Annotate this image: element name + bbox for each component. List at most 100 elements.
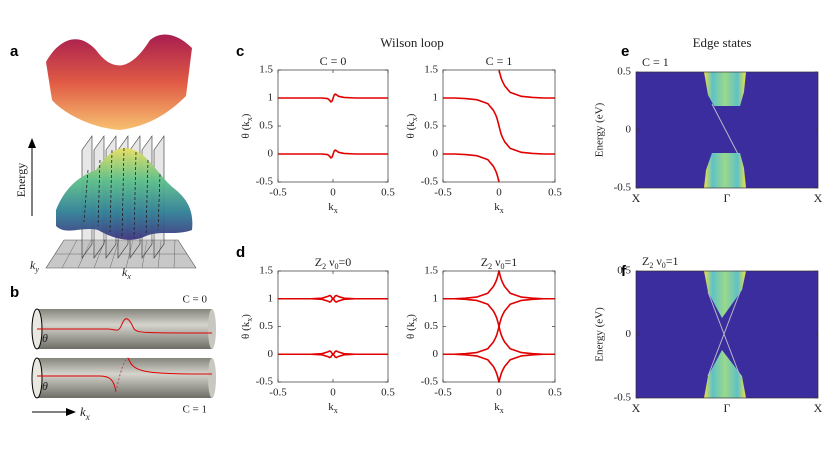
y-tick-label: 1.5 xyxy=(259,64,273,76)
x-tick-label: -0.5 xyxy=(434,387,452,399)
label-part: x xyxy=(85,412,90,422)
y-tick-label: 1.5 xyxy=(259,265,273,277)
label-part: y xyxy=(34,265,39,274)
plot-frame xyxy=(277,69,389,183)
label-part: Z xyxy=(642,254,649,268)
y-tick-label: -0.5 xyxy=(256,376,274,388)
label-part: k xyxy=(494,401,500,413)
chart-title: C = 0 xyxy=(320,54,347,68)
y-tick-label: 1 xyxy=(433,292,439,304)
x-tick-label: Γ xyxy=(724,401,731,415)
edge-state-map xyxy=(636,72,818,188)
y-tick-label: -0.5 xyxy=(256,176,274,188)
label-part: k xyxy=(80,404,86,419)
y-axis-label: θ (kx) xyxy=(405,314,420,339)
label-part: Z xyxy=(315,255,322,269)
x-tick-label: 0.5 xyxy=(381,387,395,399)
theta-label: θ xyxy=(42,331,48,345)
label-part: C = 0 xyxy=(320,54,347,68)
label-part: Z xyxy=(481,255,488,269)
label-part: θ (k xyxy=(405,321,417,339)
chart-title: Z2 ν0=1 xyxy=(481,255,518,272)
plot-frame xyxy=(277,270,389,383)
y-axis-label: θ (kx) xyxy=(405,113,420,138)
x-tick-label: 0.5 xyxy=(548,187,562,199)
y-tick-label: 0 xyxy=(268,148,274,160)
label-part: C = 1 xyxy=(486,54,513,68)
panel-label: e xyxy=(621,43,629,60)
y-tick-label: 1 xyxy=(433,92,439,104)
label-part: C = 1 xyxy=(642,55,669,69)
plot-frame xyxy=(635,270,819,399)
y-tick-label: 0 xyxy=(433,348,439,360)
panel-label: c xyxy=(236,43,244,60)
plot-frame xyxy=(635,71,819,189)
panel-label: b xyxy=(10,284,19,301)
label-part: k xyxy=(328,401,334,413)
series-line xyxy=(443,270,555,300)
axis-label: kx xyxy=(80,404,90,422)
x-axis-label: kx xyxy=(328,401,338,416)
label-part: x xyxy=(245,318,254,322)
label-part: x xyxy=(126,272,131,281)
label-part: 2 xyxy=(488,262,492,271)
plot-frame xyxy=(442,270,556,383)
label-part: ) xyxy=(405,314,417,318)
cylinder-label: C = 1 xyxy=(182,404,207,416)
x-axis-label: kx xyxy=(328,201,338,216)
x-tick-label: 0.5 xyxy=(381,187,395,199)
label-part: ν xyxy=(653,254,662,268)
y-tick-label: -0.5 xyxy=(614,392,632,404)
y-tick-label: -0.5 xyxy=(614,182,632,194)
y-axis-label: θ (kx) xyxy=(240,113,255,138)
label-part: ν xyxy=(492,255,501,269)
axis-label: Energy xyxy=(14,163,28,197)
panel-label: d xyxy=(236,244,245,261)
label-part: x xyxy=(500,206,504,215)
series-line xyxy=(278,353,388,359)
x-tick-label: 0 xyxy=(496,187,502,199)
label-part: 0 xyxy=(662,261,666,270)
label-part: k xyxy=(328,201,334,213)
y-tick-label: 0.5 xyxy=(424,320,438,332)
cylinder-label: C = 0 xyxy=(182,294,207,306)
panel-a-art: Energy ky kx xyxy=(14,34,197,282)
label-part: k xyxy=(30,258,36,272)
chart-title: C = 1 xyxy=(642,55,669,69)
plot-frame xyxy=(442,69,556,183)
panel-label: a xyxy=(10,43,19,60)
series-line xyxy=(498,69,555,99)
y-tick-label: 1.5 xyxy=(424,265,438,277)
edge-state-map xyxy=(636,271,818,398)
series-line xyxy=(443,353,555,383)
label-part: =0 xyxy=(339,255,352,269)
label-part: ν xyxy=(326,255,335,269)
y-tick-label: 0.5 xyxy=(259,320,273,332)
axis-label: kx xyxy=(122,265,131,282)
y-tick-label: 0.5 xyxy=(617,66,631,78)
label-part: 0 xyxy=(335,262,339,271)
x-tick-label: -0.5 xyxy=(269,387,287,399)
label-part: 2 xyxy=(322,262,326,271)
y-tick-label: -0.5 xyxy=(421,376,439,388)
x-tick-label: X xyxy=(632,191,641,205)
y-tick-label: 0.5 xyxy=(617,265,631,277)
series-line xyxy=(443,97,555,155)
panel-label: f xyxy=(621,263,627,280)
axis-label: ky xyxy=(30,258,39,275)
y-tick-label: 1 xyxy=(268,92,274,104)
group-title: Edge states xyxy=(693,35,752,50)
x-tick-label: X xyxy=(814,191,823,205)
label-part: θ (k xyxy=(240,121,252,139)
label-part: ) xyxy=(240,314,252,318)
y-tick-label: 0.5 xyxy=(424,120,438,132)
x-tick-label: -0.5 xyxy=(269,187,287,199)
y-tick-label: 1.5 xyxy=(424,64,438,76)
x-axis-label: kx xyxy=(494,401,504,416)
y-axis-label: Energy (eV) xyxy=(594,102,606,157)
label-part: θ (k xyxy=(405,121,417,139)
x-tick-label: X xyxy=(814,401,823,415)
y-tick-label: 0.5 xyxy=(259,120,273,132)
series-line xyxy=(278,297,388,303)
